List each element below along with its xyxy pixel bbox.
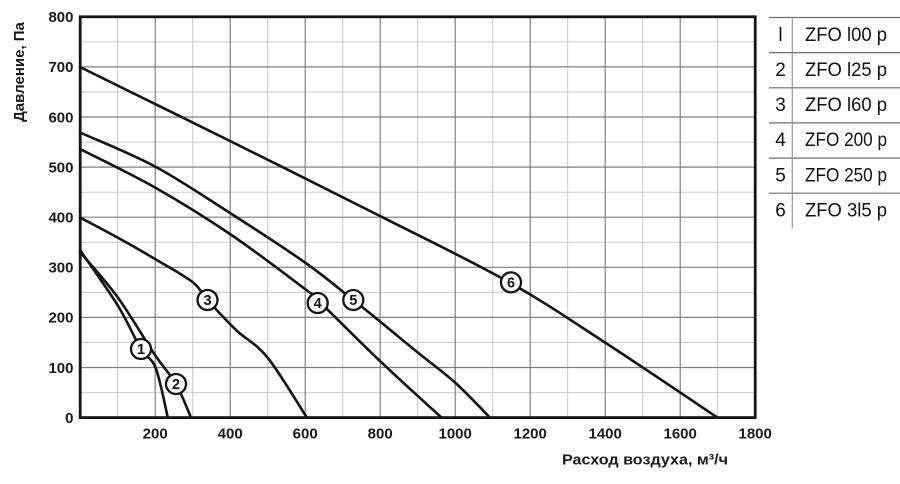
svg-text:1600: 1600 — [664, 426, 697, 443]
svg-text:4: 4 — [314, 296, 322, 312]
svg-text:6: 6 — [775, 201, 786, 222]
svg-text:400: 400 — [218, 426, 243, 443]
svg-text:1200: 1200 — [514, 426, 547, 443]
svg-text:800: 800 — [48, 9, 73, 26]
svg-text:l: l — [778, 25, 782, 46]
svg-text:800: 800 — [368, 426, 393, 443]
svg-text:ZFO 200 p: ZFO 200 p — [805, 130, 887, 151]
svg-text:700: 700 — [48, 59, 73, 76]
svg-text:1000: 1000 — [439, 426, 472, 443]
svg-text:600: 600 — [293, 426, 318, 443]
svg-text:400: 400 — [48, 210, 73, 227]
svg-text:500: 500 — [48, 159, 73, 176]
svg-text:4: 4 — [775, 130, 786, 151]
svg-text:200: 200 — [48, 310, 73, 327]
svg-text:2: 2 — [775, 60, 786, 81]
svg-text:200: 200 — [143, 426, 168, 443]
svg-text:Давление, Па: Давление, Па — [11, 21, 28, 121]
svg-text:1800: 1800 — [739, 426, 772, 443]
svg-text:300: 300 — [48, 260, 73, 277]
svg-text:ZFO l25 p: ZFO l25 p — [805, 60, 887, 81]
svg-text:ZFO l60 p: ZFO l60 p — [805, 95, 887, 116]
svg-text:3: 3 — [203, 293, 211, 309]
svg-text:3: 3 — [775, 95, 786, 116]
svg-text:1400: 1400 — [589, 426, 622, 443]
svg-text:1: 1 — [137, 342, 145, 358]
svg-text:2: 2 — [172, 377, 180, 393]
svg-text:ZFO 250 p: ZFO 250 p — [805, 165, 887, 186]
svg-text:5: 5 — [349, 293, 357, 309]
svg-text:6: 6 — [507, 276, 515, 292]
svg-text:0: 0 — [65, 410, 73, 427]
svg-text:ZFO l00 p: ZFO l00 p — [805, 25, 887, 46]
svg-text:ZFO 3l5 p: ZFO 3l5 p — [805, 201, 887, 222]
svg-text:5: 5 — [775, 165, 786, 186]
svg-text:600: 600 — [48, 109, 73, 126]
svg-text:100: 100 — [48, 360, 73, 377]
svg-text:Расход воздуха, м³/ч: Расход воздуха, м³/ч — [562, 452, 728, 469]
